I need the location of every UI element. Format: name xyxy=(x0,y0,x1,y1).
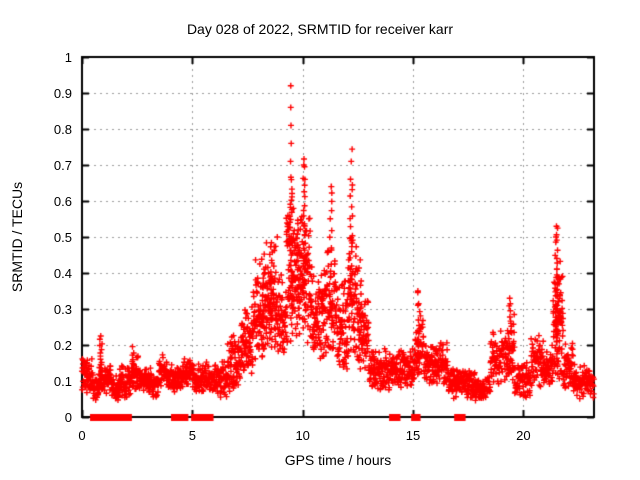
y-tick-label: 0.5 xyxy=(53,230,72,245)
y-tick-label: 0.4 xyxy=(53,266,72,281)
y-tick-label: 0.1 xyxy=(53,374,72,389)
x-axis-title: GPS time / hours xyxy=(284,452,392,468)
x-tick-label: 0 xyxy=(78,428,86,443)
y-tick-label: 0 xyxy=(64,410,72,425)
x-tick-label: 10 xyxy=(295,428,310,443)
x-tick-label: 15 xyxy=(405,428,421,443)
y-tick-label: 0.9 xyxy=(53,86,72,101)
y-tick-label: 0.7 xyxy=(53,158,72,173)
y-tick-label: 0.6 xyxy=(53,194,72,209)
y-tick-label: 1 xyxy=(64,50,72,65)
y-tick-label: 0.8 xyxy=(53,122,72,137)
y-tick-label: 0.2 xyxy=(53,338,72,353)
x-tick-label: 20 xyxy=(516,428,531,443)
chart-title: Day 028 of 2022, SRMTID for receiver kar… xyxy=(186,21,454,37)
y-tick-label: 0.3 xyxy=(53,302,72,317)
x-tick-label: 5 xyxy=(188,428,196,443)
